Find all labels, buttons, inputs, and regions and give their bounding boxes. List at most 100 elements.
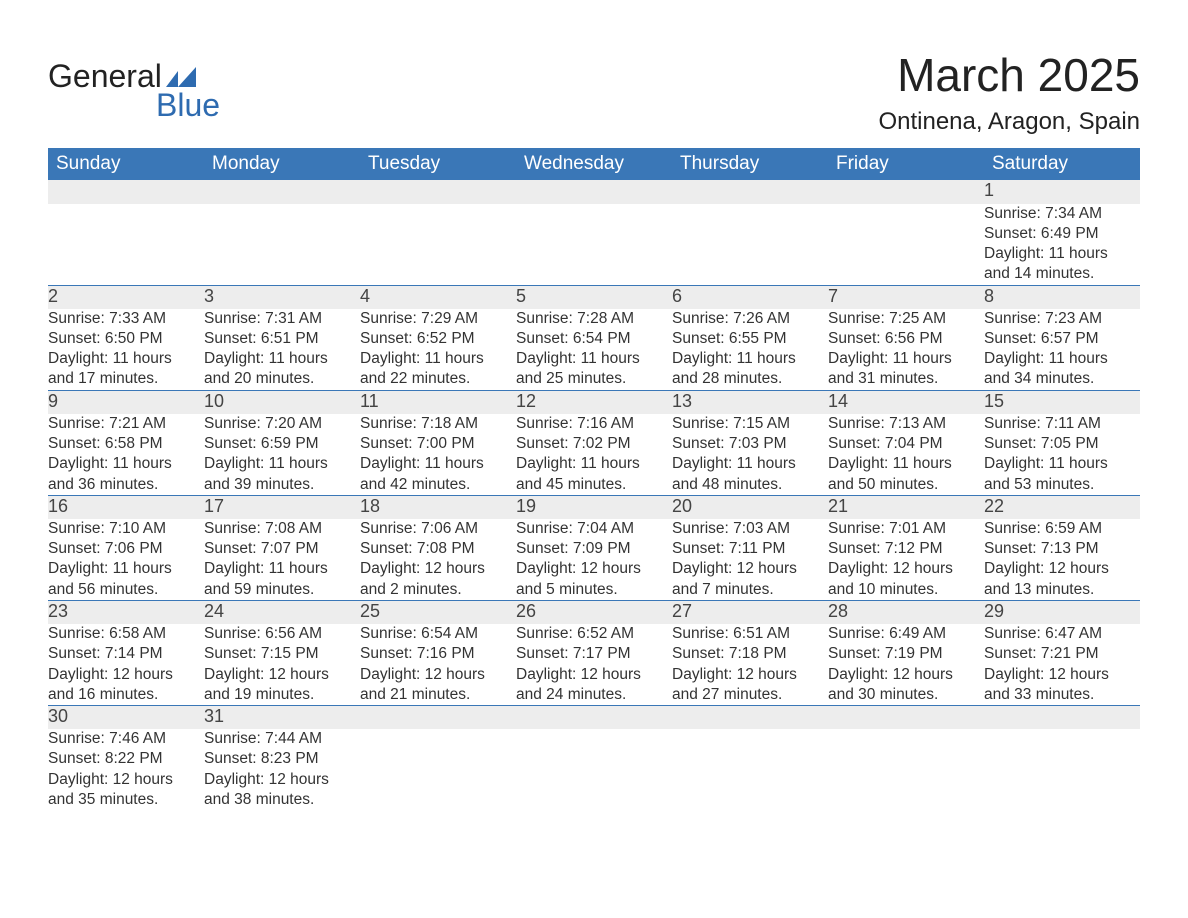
day-sr: Sunrise: 7:34 AM — [984, 204, 1140, 224]
day-d2: and 28 minutes. — [672, 369, 828, 389]
day-sr: Sunrise: 7:08 AM — [204, 519, 360, 539]
day-d1: Daylight: 12 hours — [360, 665, 516, 685]
day-number-cell: 17 — [204, 495, 360, 519]
title-block: March 2025 Ontinena, Aragon, Spain — [878, 48, 1140, 136]
day-d1: Daylight: 11 hours — [204, 349, 360, 369]
day-detail-cell: Sunrise: 7:08 AMSunset: 7:07 PMDaylight:… — [204, 519, 360, 600]
day-detail-cell — [204, 204, 360, 285]
day-d2: and 20 minutes. — [204, 369, 360, 389]
day-detail-cell — [672, 204, 828, 285]
day-ss: Sunset: 7:17 PM — [516, 644, 672, 664]
day-number-cell — [672, 705, 828, 729]
day-d2: and 35 minutes. — [48, 790, 204, 810]
day-sr: Sunrise: 6:47 AM — [984, 624, 1140, 644]
week-daynum-row: 3031 — [48, 705, 1140, 729]
brand-logo: General Blue — [48, 58, 220, 124]
day-detail-cell: Sunrise: 7:26 AMSunset: 6:55 PMDaylight:… — [672, 309, 828, 390]
day-d2: and 14 minutes. — [984, 264, 1140, 284]
month-title: March 2025 — [878, 48, 1140, 102]
day-sr: Sunrise: 6:58 AM — [48, 624, 204, 644]
day-number-cell: 27 — [672, 600, 828, 624]
day-d2: and 42 minutes. — [360, 475, 516, 495]
day-sr: Sunrise: 7:44 AM — [204, 729, 360, 749]
day-detail-cell: Sunrise: 7:10 AMSunset: 7:06 PMDaylight:… — [48, 519, 204, 600]
day-sr: Sunrise: 7:10 AM — [48, 519, 204, 539]
day-sr: Sunrise: 7:01 AM — [828, 519, 984, 539]
day-ss: Sunset: 6:54 PM — [516, 329, 672, 349]
day-detail-cell: Sunrise: 7:34 AMSunset: 6:49 PMDaylight:… — [984, 204, 1140, 285]
day-ss: Sunset: 7:03 PM — [672, 434, 828, 454]
day-d2: and 5 minutes. — [516, 580, 672, 600]
day-number-cell: 12 — [516, 390, 672, 414]
dow-friday: Friday — [828, 148, 984, 180]
week-daynum-row: 1 — [48, 180, 1140, 204]
day-number-cell: 23 — [48, 600, 204, 624]
day-ss: Sunset: 6:59 PM — [204, 434, 360, 454]
day-detail-cell: Sunrise: 7:04 AMSunset: 7:09 PMDaylight:… — [516, 519, 672, 600]
day-number-cell: 21 — [828, 495, 984, 519]
day-d1: Daylight: 11 hours — [828, 454, 984, 474]
day-number-cell: 31 — [204, 705, 360, 729]
day-d2: and 50 minutes. — [828, 475, 984, 495]
day-d2: and 59 minutes. — [204, 580, 360, 600]
day-sr: Sunrise: 7:29 AM — [360, 309, 516, 329]
day-sr: Sunrise: 7:11 AM — [984, 414, 1140, 434]
day-number-cell: 8 — [984, 285, 1140, 309]
day-d1: Daylight: 12 hours — [516, 559, 672, 579]
day-number-cell: 30 — [48, 705, 204, 729]
day-ss: Sunset: 8:22 PM — [48, 749, 204, 769]
day-d1: Daylight: 12 hours — [984, 559, 1140, 579]
day-detail-cell: Sunrise: 7:23 AMSunset: 6:57 PMDaylight:… — [984, 309, 1140, 390]
day-number-cell: 9 — [48, 390, 204, 414]
day-d1: Daylight: 11 hours — [204, 454, 360, 474]
day-detail-cell: Sunrise: 6:59 AMSunset: 7:13 PMDaylight:… — [984, 519, 1140, 600]
day-detail-cell: Sunrise: 7:33 AMSunset: 6:50 PMDaylight:… — [48, 309, 204, 390]
day-detail-cell — [360, 204, 516, 285]
week-detail-row: Sunrise: 7:33 AMSunset: 6:50 PMDaylight:… — [48, 309, 1140, 390]
day-d1: Daylight: 12 hours — [516, 665, 672, 685]
day-detail-cell: Sunrise: 7:18 AMSunset: 7:00 PMDaylight:… — [360, 414, 516, 495]
dow-thursday: Thursday — [672, 148, 828, 180]
day-number-cell: 19 — [516, 495, 672, 519]
day-number-cell — [516, 705, 672, 729]
day-detail-cell — [828, 729, 984, 810]
brand-word1: General — [48, 58, 162, 95]
day-number-cell: 1 — [984, 180, 1140, 204]
day-d2: and 17 minutes. — [48, 369, 204, 389]
day-detail-cell: Sunrise: 7:06 AMSunset: 7:08 PMDaylight:… — [360, 519, 516, 600]
day-d1: Daylight: 11 hours — [204, 559, 360, 579]
day-d2: and 56 minutes. — [48, 580, 204, 600]
week-daynum-row: 2345678 — [48, 285, 1140, 309]
day-sr: Sunrise: 6:52 AM — [516, 624, 672, 644]
day-d1: Daylight: 11 hours — [360, 349, 516, 369]
day-ss: Sunset: 6:51 PM — [204, 329, 360, 349]
day-detail-cell: Sunrise: 7:03 AMSunset: 7:11 PMDaylight:… — [672, 519, 828, 600]
day-detail-cell: Sunrise: 7:46 AMSunset: 8:22 PMDaylight:… — [48, 729, 204, 810]
day-detail-cell: Sunrise: 7:20 AMSunset: 6:59 PMDaylight:… — [204, 414, 360, 495]
day-ss: Sunset: 7:08 PM — [360, 539, 516, 559]
day-d2: and 45 minutes. — [516, 475, 672, 495]
day-d1: Daylight: 11 hours — [360, 454, 516, 474]
day-d1: Daylight: 12 hours — [204, 665, 360, 685]
day-sr: Sunrise: 7:15 AM — [672, 414, 828, 434]
day-number-cell — [828, 705, 984, 729]
brand-word2: Blue — [156, 87, 220, 124]
week-daynum-row: 16171819202122 — [48, 495, 1140, 519]
day-detail-cell — [984, 729, 1140, 810]
day-d1: Daylight: 11 hours — [48, 559, 204, 579]
day-detail-cell: Sunrise: 7:25 AMSunset: 6:56 PMDaylight:… — [828, 309, 984, 390]
day-number-cell: 24 — [204, 600, 360, 624]
week-daynum-row: 9101112131415 — [48, 390, 1140, 414]
day-ss: Sunset: 8:23 PM — [204, 749, 360, 769]
day-d2: and 16 minutes. — [48, 685, 204, 705]
week-detail-row: Sunrise: 6:58 AMSunset: 7:14 PMDaylight:… — [48, 624, 1140, 705]
day-number-cell: 22 — [984, 495, 1140, 519]
day-sr: Sunrise: 7:03 AM — [672, 519, 828, 539]
day-ss: Sunset: 7:14 PM — [48, 644, 204, 664]
day-ss: Sunset: 6:50 PM — [48, 329, 204, 349]
day-ss: Sunset: 6:55 PM — [672, 329, 828, 349]
day-d2: and 19 minutes. — [204, 685, 360, 705]
day-ss: Sunset: 7:16 PM — [360, 644, 516, 664]
day-ss: Sunset: 7:15 PM — [204, 644, 360, 664]
day-d1: Daylight: 12 hours — [48, 770, 204, 790]
